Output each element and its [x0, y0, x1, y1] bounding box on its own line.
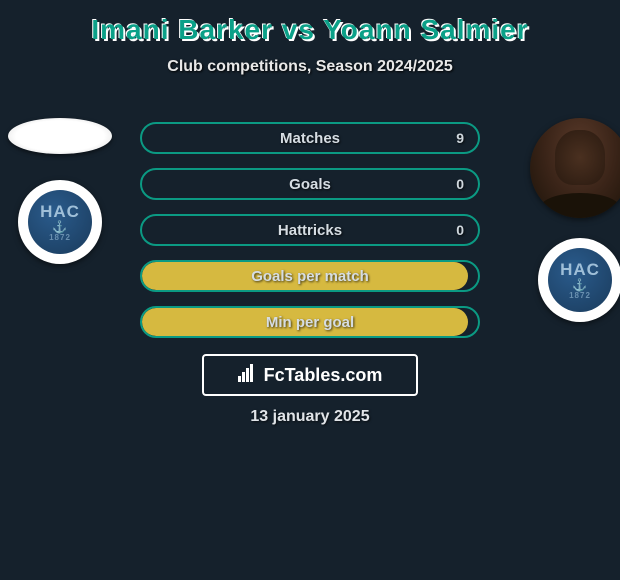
stat-row: Min per goal: [140, 306, 480, 338]
player-left-club-badge: HAC ⚓ 1872: [18, 180, 102, 264]
stat-value: 0: [456, 176, 464, 192]
player-left-column: [8, 118, 112, 154]
club-year: 1872: [569, 291, 591, 300]
stat-label: Min per goal: [266, 314, 354, 331]
chart-icon: [238, 364, 258, 387]
stat-label: Matches: [280, 130, 340, 147]
subtitle: Club competitions, Season 2024/2025: [0, 58, 620, 76]
club-year: 1872: [49, 233, 71, 242]
club-badge-inner: HAC ⚓ 1872: [548, 248, 612, 312]
stat-value: 0: [456, 222, 464, 238]
stat-value: 9: [456, 130, 464, 146]
stat-row: Goals 0: [140, 168, 480, 200]
date-text: 13 january 2025: [0, 408, 620, 426]
stat-label: Hattricks: [278, 222, 342, 239]
stat-label: Goals: [289, 176, 331, 193]
brand-box: FcTables.com: [202, 354, 418, 396]
player-left-avatar: [8, 118, 112, 154]
stat-row: Hattricks 0: [140, 214, 480, 246]
player-right-column: HAC ⚓ 1872: [530, 118, 620, 322]
brand-text: FcTables.com: [264, 365, 383, 386]
page-title: Imani Barker vs Yoann Salmier: [0, 0, 620, 46]
anchor-icon: ⚓: [572, 278, 588, 292]
stat-label: Goals per match: [251, 268, 369, 285]
anchor-icon: ⚓: [52, 220, 68, 234]
club-abbr: HAC: [560, 260, 600, 280]
player-right-avatar: [530, 118, 620, 218]
player-right-club-badge: HAC ⚓ 1872: [538, 238, 620, 322]
stat-row: Goals per match: [140, 260, 480, 292]
stats-container: Matches 9 Goals 0 Hattricks 0 Goals per match M…: [140, 122, 480, 352]
stat-row: Matches 9: [140, 122, 480, 154]
club-abbr: HAC: [40, 202, 80, 222]
club-badge-inner: HAC ⚓ 1872: [28, 190, 92, 254]
